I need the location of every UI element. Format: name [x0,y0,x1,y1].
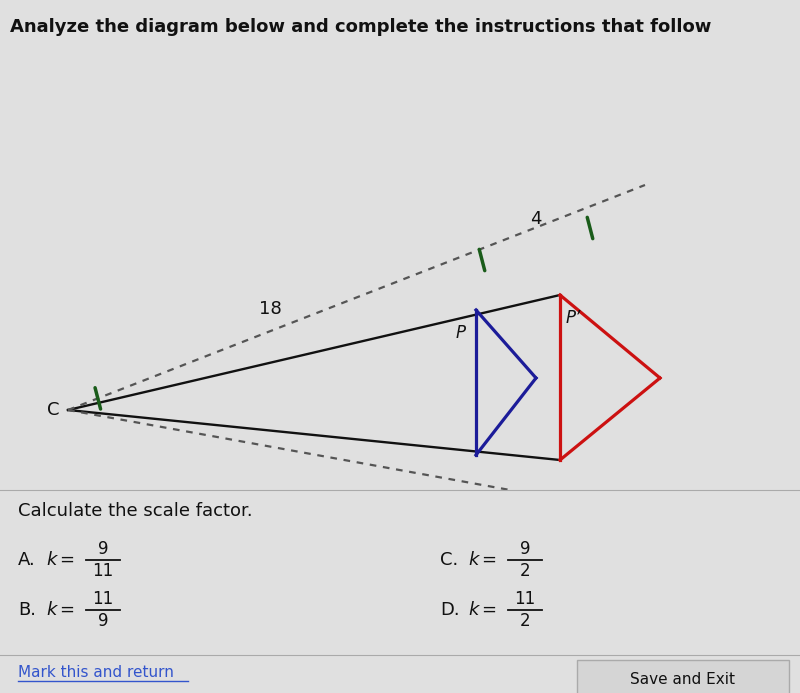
Text: $k=$: $k=$ [46,601,75,619]
Text: Save and Exit: Save and Exit [630,672,735,687]
Text: P’: P’ [566,309,582,327]
Text: D.: D. [440,601,460,619]
Text: Mark this and return: Mark this and return [18,665,174,680]
Text: 2: 2 [520,562,530,580]
Text: 4: 4 [530,210,542,228]
Text: B.: B. [18,601,36,619]
Text: 2: 2 [520,612,530,630]
Text: 11: 11 [514,590,536,608]
Text: 9: 9 [98,540,108,558]
Text: 18: 18 [258,300,282,318]
Text: A.: A. [18,551,36,569]
Text: $k=$: $k=$ [46,551,75,569]
Text: $k=$: $k=$ [468,551,497,569]
Text: C.: C. [440,551,458,569]
Text: 9: 9 [98,612,108,630]
Text: $k=$: $k=$ [468,601,497,619]
Text: Analyze the diagram below and complete the instructions that follow: Analyze the diagram below and complete t… [10,18,711,36]
FancyBboxPatch shape [577,660,789,693]
Text: Calculate the scale factor.: Calculate the scale factor. [18,502,253,520]
Text: P: P [456,324,466,342]
Text: 9: 9 [520,540,530,558]
Text: 11: 11 [92,590,114,608]
Text: 11: 11 [92,562,114,580]
Text: C: C [47,401,60,419]
